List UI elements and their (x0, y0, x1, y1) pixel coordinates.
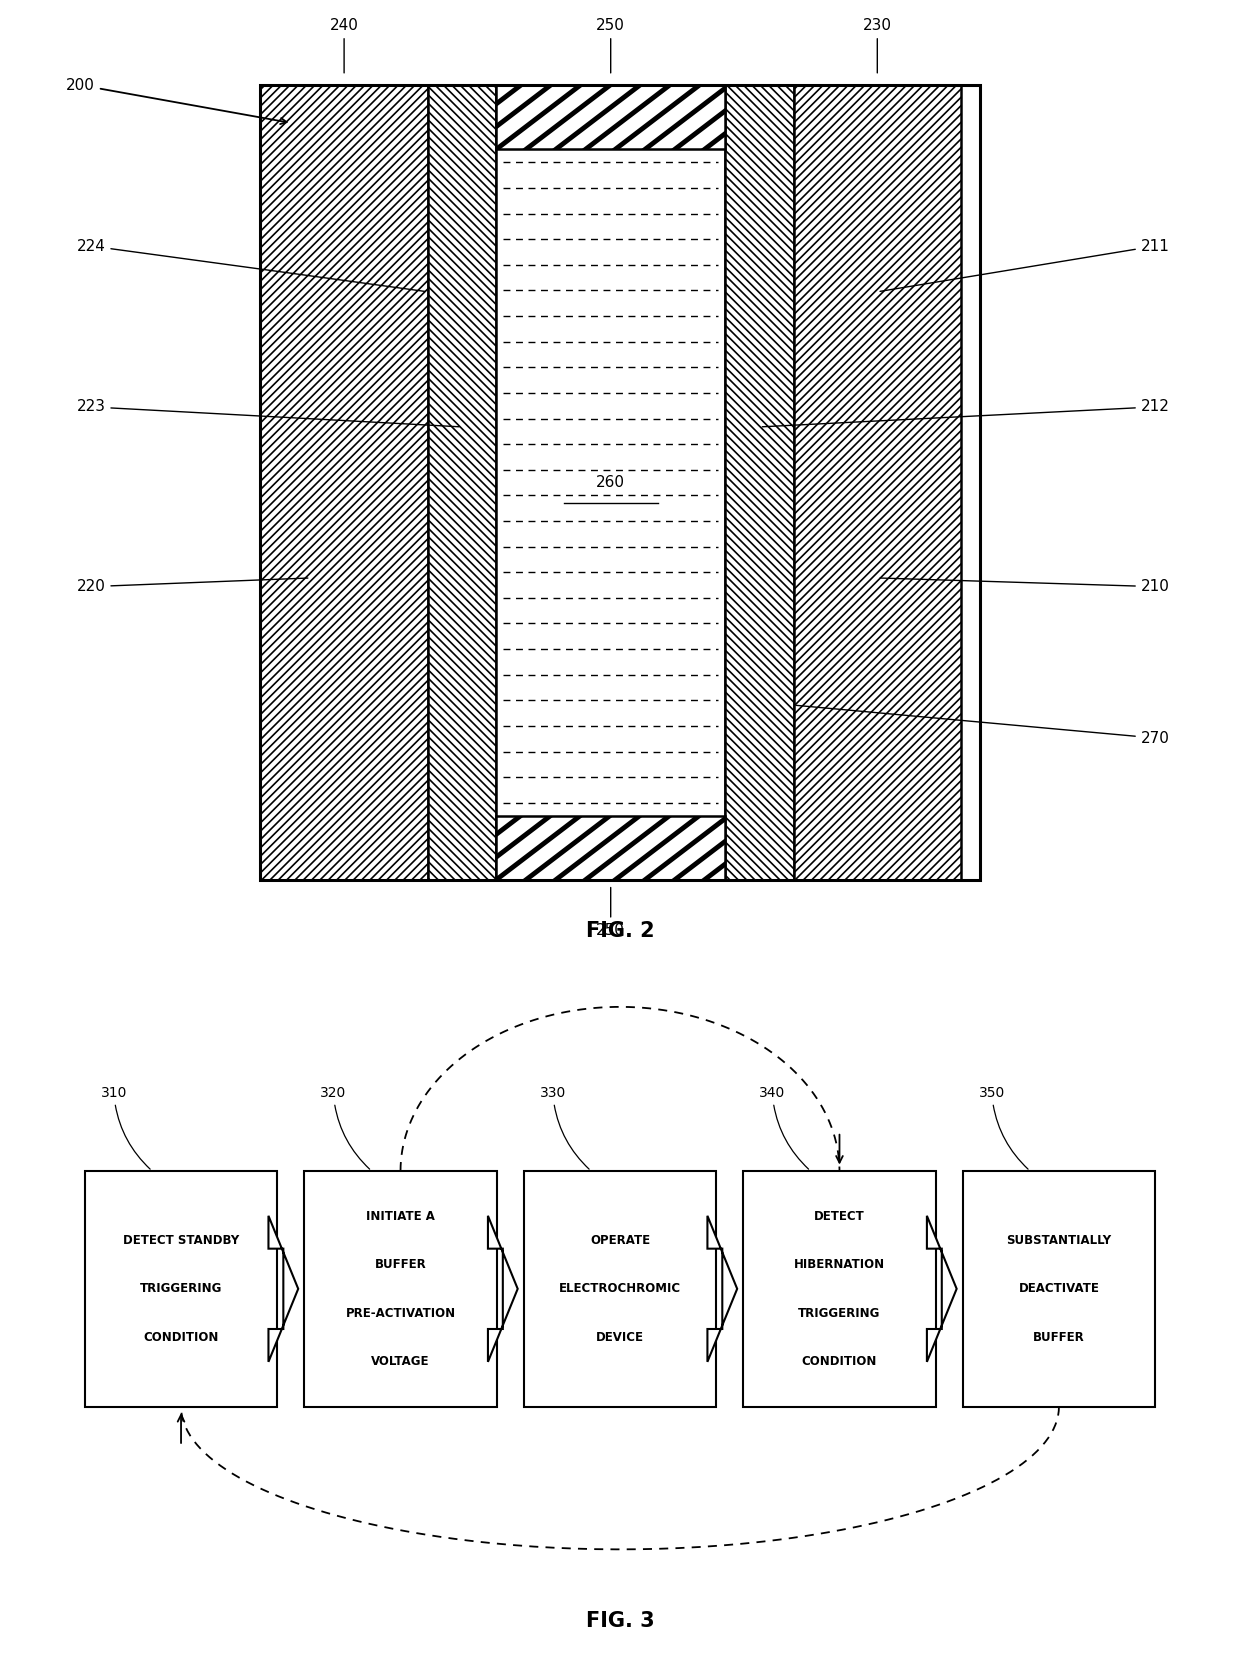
Text: TRIGGERING: TRIGGERING (140, 1282, 222, 1295)
Text: FIG. 2: FIG. 2 (585, 921, 655, 941)
Text: 223: 223 (77, 400, 459, 427)
Bar (496, 815, 725, 880)
Polygon shape (926, 1215, 957, 1361)
Text: CONDITION: CONDITION (802, 1355, 877, 1368)
Text: 212: 212 (763, 400, 1169, 427)
Bar (84, 1170, 277, 1406)
Text: 211: 211 (880, 239, 1169, 292)
Bar (496, 815, 725, 880)
Bar (725, 85, 794, 880)
Bar (260, 85, 428, 880)
Text: 250: 250 (596, 18, 625, 73)
Bar (260, 85, 980, 880)
Text: BUFFER: BUFFER (1033, 1331, 1085, 1345)
Text: 224: 224 (77, 239, 425, 292)
Text: 210: 210 (880, 578, 1169, 594)
Text: SUBSTANTIALLY: SUBSTANTIALLY (1007, 1233, 1111, 1247)
Text: ELECTROCHROMIC: ELECTROCHROMIC (559, 1282, 681, 1295)
Text: 330: 330 (539, 1086, 589, 1169)
Bar (523, 1170, 717, 1406)
Text: FIG. 3: FIG. 3 (585, 1610, 655, 1630)
Text: DEVICE: DEVICE (596, 1331, 644, 1345)
Text: 220: 220 (77, 578, 308, 594)
Polygon shape (707, 1215, 737, 1361)
Bar (305, 1170, 496, 1406)
Bar (496, 85, 725, 149)
Bar (962, 1170, 1156, 1406)
Bar (428, 85, 496, 880)
Polygon shape (268, 1215, 298, 1361)
Text: 350: 350 (978, 1086, 1028, 1169)
Text: 320: 320 (320, 1086, 370, 1169)
Text: 270: 270 (796, 706, 1169, 745)
Text: BUFFER: BUFFER (374, 1258, 427, 1272)
Bar (260, 85, 980, 880)
Text: 230: 230 (863, 18, 892, 73)
Bar (496, 85, 725, 149)
Polygon shape (487, 1215, 517, 1361)
Bar (743, 1170, 935, 1406)
Text: 260: 260 (596, 475, 625, 490)
Text: 250: 250 (596, 888, 625, 938)
Text: HIBERNATION: HIBERNATION (794, 1258, 885, 1272)
Text: CONDITION: CONDITION (144, 1331, 218, 1345)
Text: DETECT STANDBY: DETECT STANDBY (123, 1233, 239, 1247)
Text: DEACTIVATE: DEACTIVATE (1018, 1282, 1100, 1295)
Text: 200: 200 (66, 78, 286, 124)
Text: VOLTAGE: VOLTAGE (371, 1355, 430, 1368)
Text: DETECT: DETECT (815, 1210, 864, 1222)
Text: PRE-ACTIVATION: PRE-ACTIVATION (346, 1306, 455, 1320)
Text: TRIGGERING: TRIGGERING (799, 1306, 880, 1320)
Text: OPERATE: OPERATE (590, 1233, 650, 1247)
Text: 310: 310 (100, 1086, 150, 1169)
Bar (496, 85, 725, 880)
Text: INITIATE A: INITIATE A (366, 1210, 435, 1222)
Bar (794, 85, 961, 880)
Text: 240: 240 (330, 18, 358, 73)
Text: 340: 340 (759, 1086, 808, 1169)
